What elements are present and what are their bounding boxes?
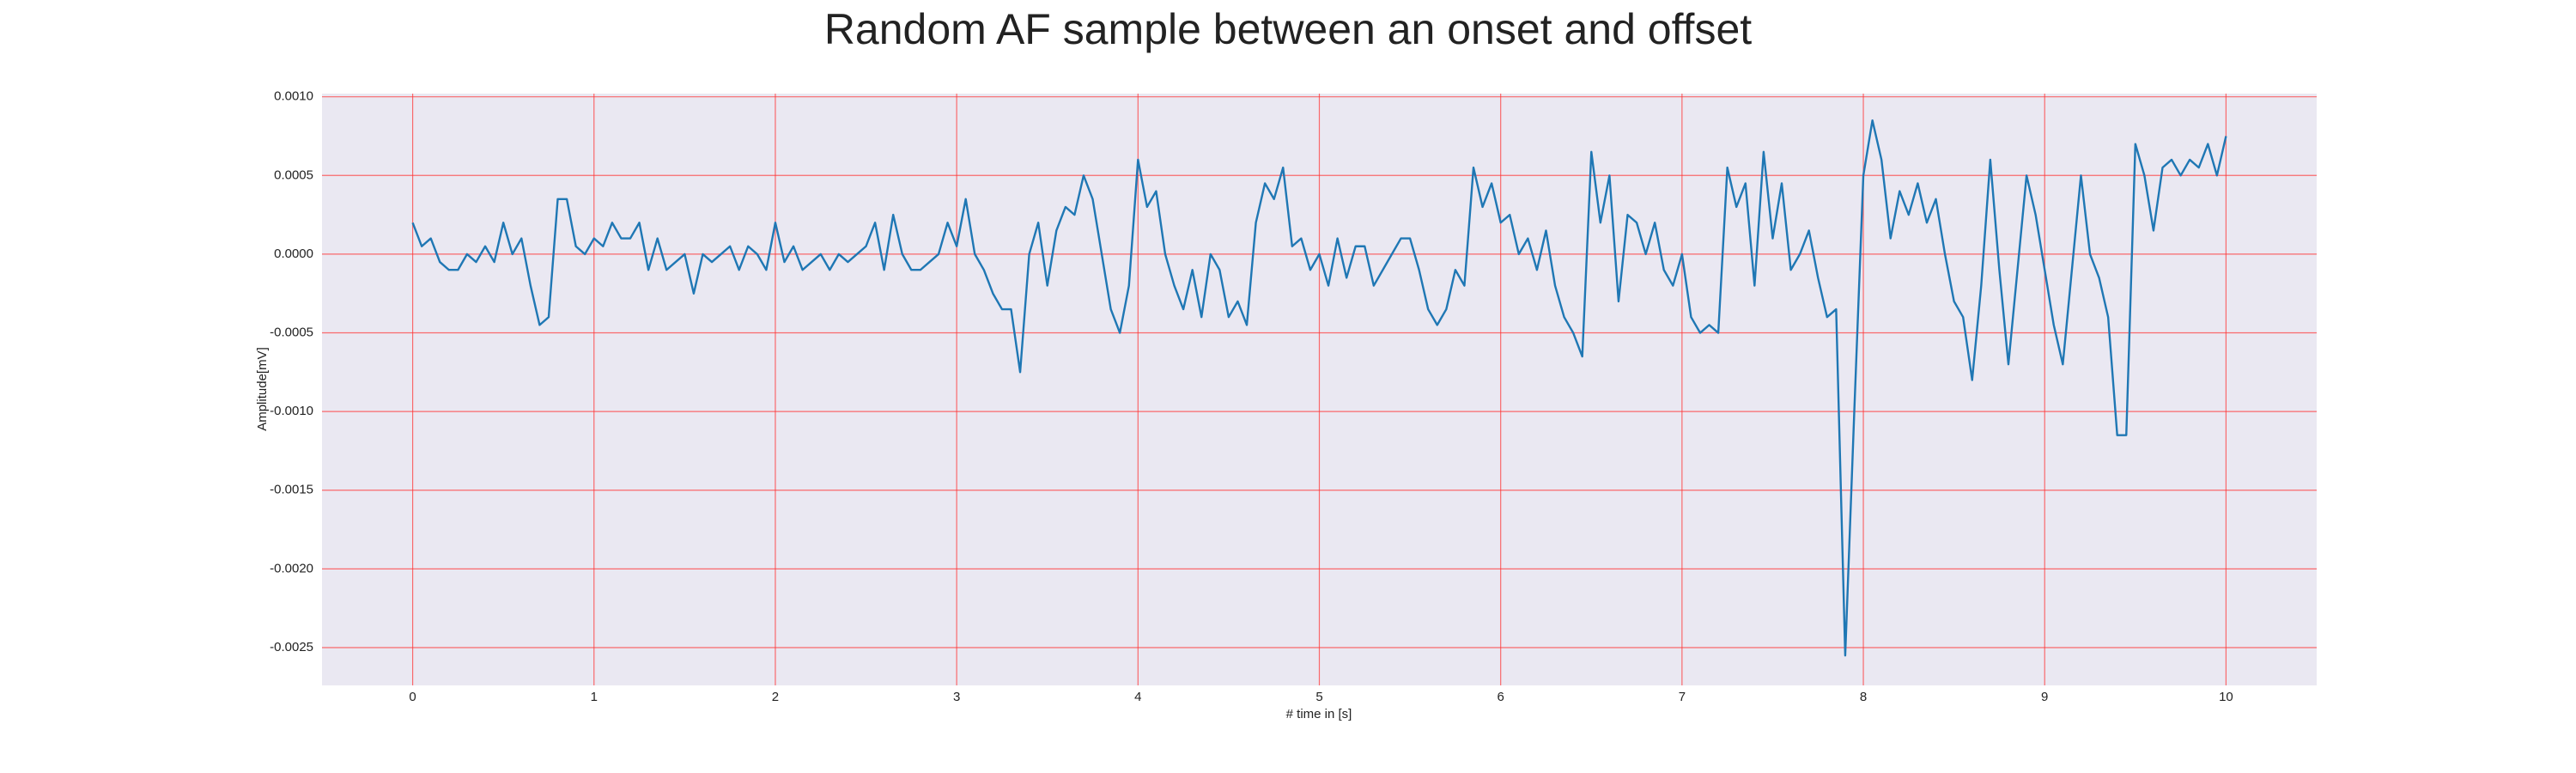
x-tick-label: 5 (1315, 690, 1322, 704)
y-tick-label: 0.0010 (274, 89, 313, 104)
y-tick-label: -0.0010 (270, 404, 313, 418)
x-tick-label: 7 (1679, 690, 1686, 704)
chart-title: Random AF sample between an onset and of… (824, 5, 1752, 53)
x-tick-label: 2 (772, 690, 779, 704)
y-tick-label: -0.0015 (270, 483, 313, 497)
x-tick-label: 3 (953, 690, 960, 704)
y-tick-label: -0.0005 (270, 326, 313, 340)
y-tick-label: -0.0025 (270, 640, 313, 654)
x-tick-label: 10 (2219, 690, 2233, 704)
x-tick-label: 1 (591, 690, 598, 704)
line-series (411, 119, 2227, 657)
x-axis-label: # time in [s] (1286, 707, 1352, 721)
x-tick-label: 8 (1860, 690, 1867, 704)
y-tick-label: 0.0000 (274, 247, 313, 261)
x-tick-label: 4 (1134, 690, 1141, 704)
x-tick-label: 6 (1498, 690, 1504, 704)
x-tick-label: 9 (2041, 690, 2048, 704)
y-tick-label: 0.0005 (274, 167, 313, 182)
x-tick-label: 0 (409, 690, 416, 704)
y-tick-label: -0.0020 (270, 561, 313, 575)
y-axis-label: Amplitude[mV] (255, 347, 270, 431)
